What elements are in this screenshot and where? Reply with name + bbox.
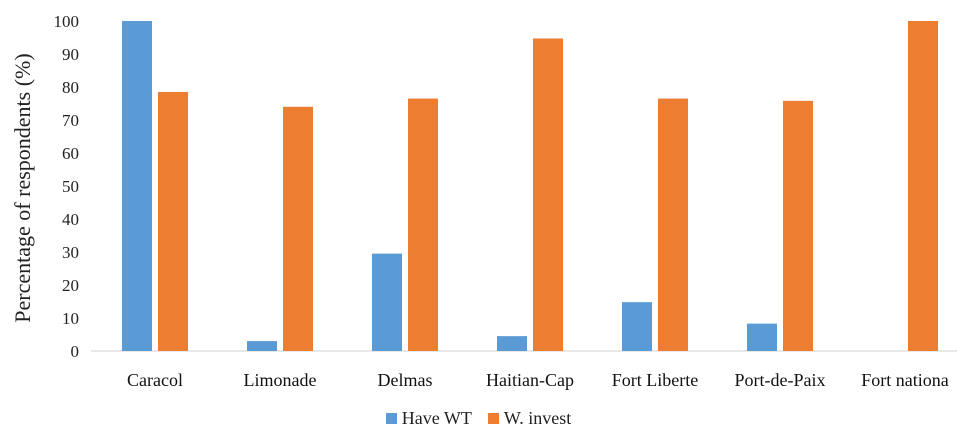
legend-item-have-wt: Have WT — [385, 408, 472, 429]
legend-item-w-invest: W. invest — [487, 408, 572, 429]
bar-have-wt — [247, 341, 277, 351]
bar-w-invest — [783, 100, 813, 351]
bar-have-wt — [372, 253, 402, 351]
y-tick-label: 80 — [62, 78, 79, 97]
legend-swatch-have-wt — [385, 413, 397, 424]
bar-have-wt — [622, 302, 652, 351]
bar-w-invest — [283, 106, 313, 351]
y-tick-label: 90 — [62, 45, 79, 64]
x-category-label: Haitian-Cap — [486, 370, 574, 390]
legend: Have WT W. invest — [0, 408, 957, 429]
y-tick-label: 100 — [54, 12, 80, 31]
bars — [122, 21, 938, 352]
y-tick-label: 0 — [71, 342, 80, 361]
y-axis-label: Percentage of respondents (%) — [10, 53, 35, 322]
y-tick-label: 50 — [62, 177, 79, 196]
y-tick-label: 60 — [62, 144, 79, 163]
y-tick-label: 20 — [62, 276, 79, 295]
legend-label-w-invest: W. invest — [503, 408, 572, 428]
bar-have-wt — [497, 336, 527, 351]
bar-w-invest — [158, 91, 188, 351]
x-category-label: Caracol — [127, 370, 183, 390]
bar-w-invest — [408, 98, 438, 351]
y-axis-ticks: 0 10 20 30 40 50 60 70 80 90 100 — [54, 12, 80, 361]
bar-w-invest — [908, 21, 938, 351]
x-category-label: Limonade — [244, 370, 317, 390]
bar-w-invest — [533, 38, 563, 352]
bar-w-invest — [658, 98, 688, 351]
x-category-label: Port-de-Paix — [735, 370, 826, 390]
bar-have-wt — [747, 323, 777, 351]
x-category-label: Delmas — [378, 370, 433, 390]
x-axis-categories: Caracol Limonade Delmas Haitian-Cap Fort Lib… — [127, 370, 949, 390]
y-tick-label: 70 — [62, 111, 79, 130]
bar-have-wt — [122, 21, 152, 351]
x-category-label: Fort nationa — [861, 370, 949, 390]
y-tick-label: 40 — [62, 210, 79, 229]
x-category-label: Fort Liberte — [612, 370, 698, 390]
legend-swatch-w-invest — [487, 413, 499, 424]
y-tick-label: 30 — [62, 243, 79, 262]
legend-label-have-wt: Have WT — [401, 408, 472, 428]
y-tick-label: 10 — [62, 309, 79, 328]
